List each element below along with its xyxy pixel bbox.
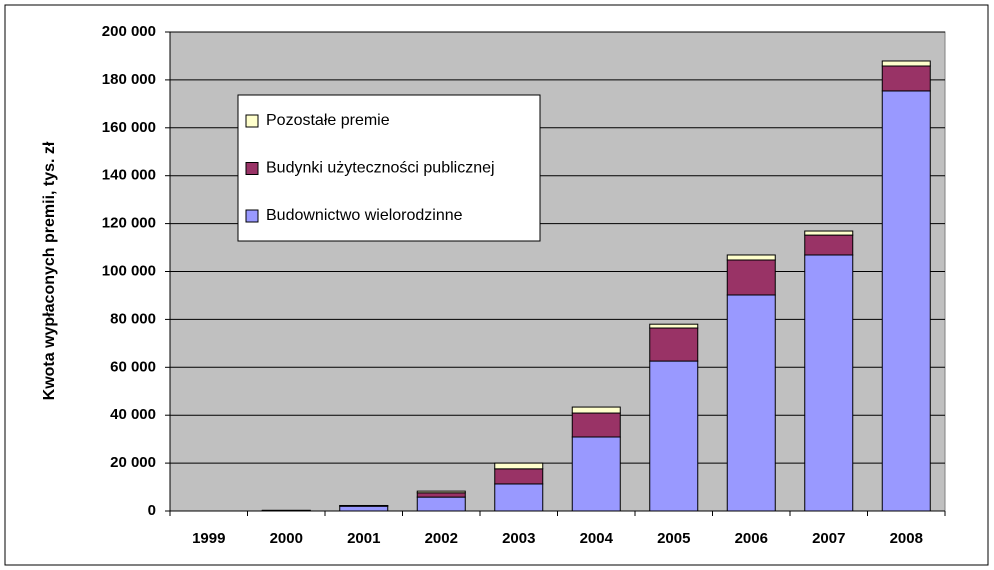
bar-segment (416, 492, 466, 498)
bar-segment (881, 90, 931, 512)
bar-segment (416, 490, 466, 494)
bar-segment (726, 294, 776, 512)
y-tick-label: 0 (148, 502, 156, 519)
legend-swatch (245, 209, 259, 223)
bar-segment (726, 259, 776, 296)
legend-label: Budynki użyteczności publicznej (266, 160, 495, 177)
legend-swatch (245, 162, 259, 175)
y-tick-label: 120 000 (102, 215, 156, 232)
y-tick-label: 40 000 (110, 406, 156, 423)
legend-label: Pozostałe premie (266, 112, 390, 129)
legend-swatch (245, 114, 259, 128)
bar-segment (339, 505, 389, 512)
x-tick-label: 2006 (735, 530, 768, 547)
bar-segment (571, 436, 621, 512)
x-tick-label: 2007 (812, 530, 845, 547)
x-tick-label: 2004 (580, 530, 614, 547)
bar-segment (726, 254, 776, 261)
y-tick-label: 20 000 (110, 454, 156, 471)
bar-segment (494, 462, 544, 470)
y-tick-label: 180 000 (102, 71, 156, 88)
bar-segment (804, 234, 854, 256)
x-tick-label: 2002 (425, 530, 458, 547)
x-tick-label: 2000 (270, 530, 303, 547)
y-tick-label: 200 000 (102, 23, 156, 40)
bar-segment (804, 254, 854, 512)
bar-segment (649, 360, 699, 512)
x-tick-label: 1999 (192, 530, 225, 547)
x-tick-label: 2001 (347, 530, 380, 547)
x-tick-label: 2003 (502, 530, 535, 547)
y-tick-label: 100 000 (102, 262, 156, 279)
bar-segment (804, 230, 854, 236)
y-tick-label: 140 000 (102, 167, 156, 184)
y-tick-label: 60 000 (110, 358, 156, 375)
bar-segment (571, 412, 621, 438)
legend-label: Budownictwo wielorodzinne (266, 207, 463, 224)
y-axis-label: Kwota wypłaconych premii, tys. zł (41, 141, 58, 400)
bar-segment (494, 483, 544, 512)
x-tick-label: 2005 (657, 530, 690, 547)
bar-segment (649, 323, 699, 329)
y-tick-label: 80 000 (110, 310, 156, 327)
x-tick-label: 2008 (890, 530, 923, 547)
bar-segment (494, 468, 544, 485)
bar-segment (416, 496, 466, 512)
bar-segment (881, 65, 931, 92)
bar-segment (649, 327, 699, 362)
bar-segment (571, 406, 621, 414)
bar-segment (881, 60, 931, 67)
legend (237, 94, 541, 242)
y-tick-label: 160 000 (102, 119, 156, 136)
